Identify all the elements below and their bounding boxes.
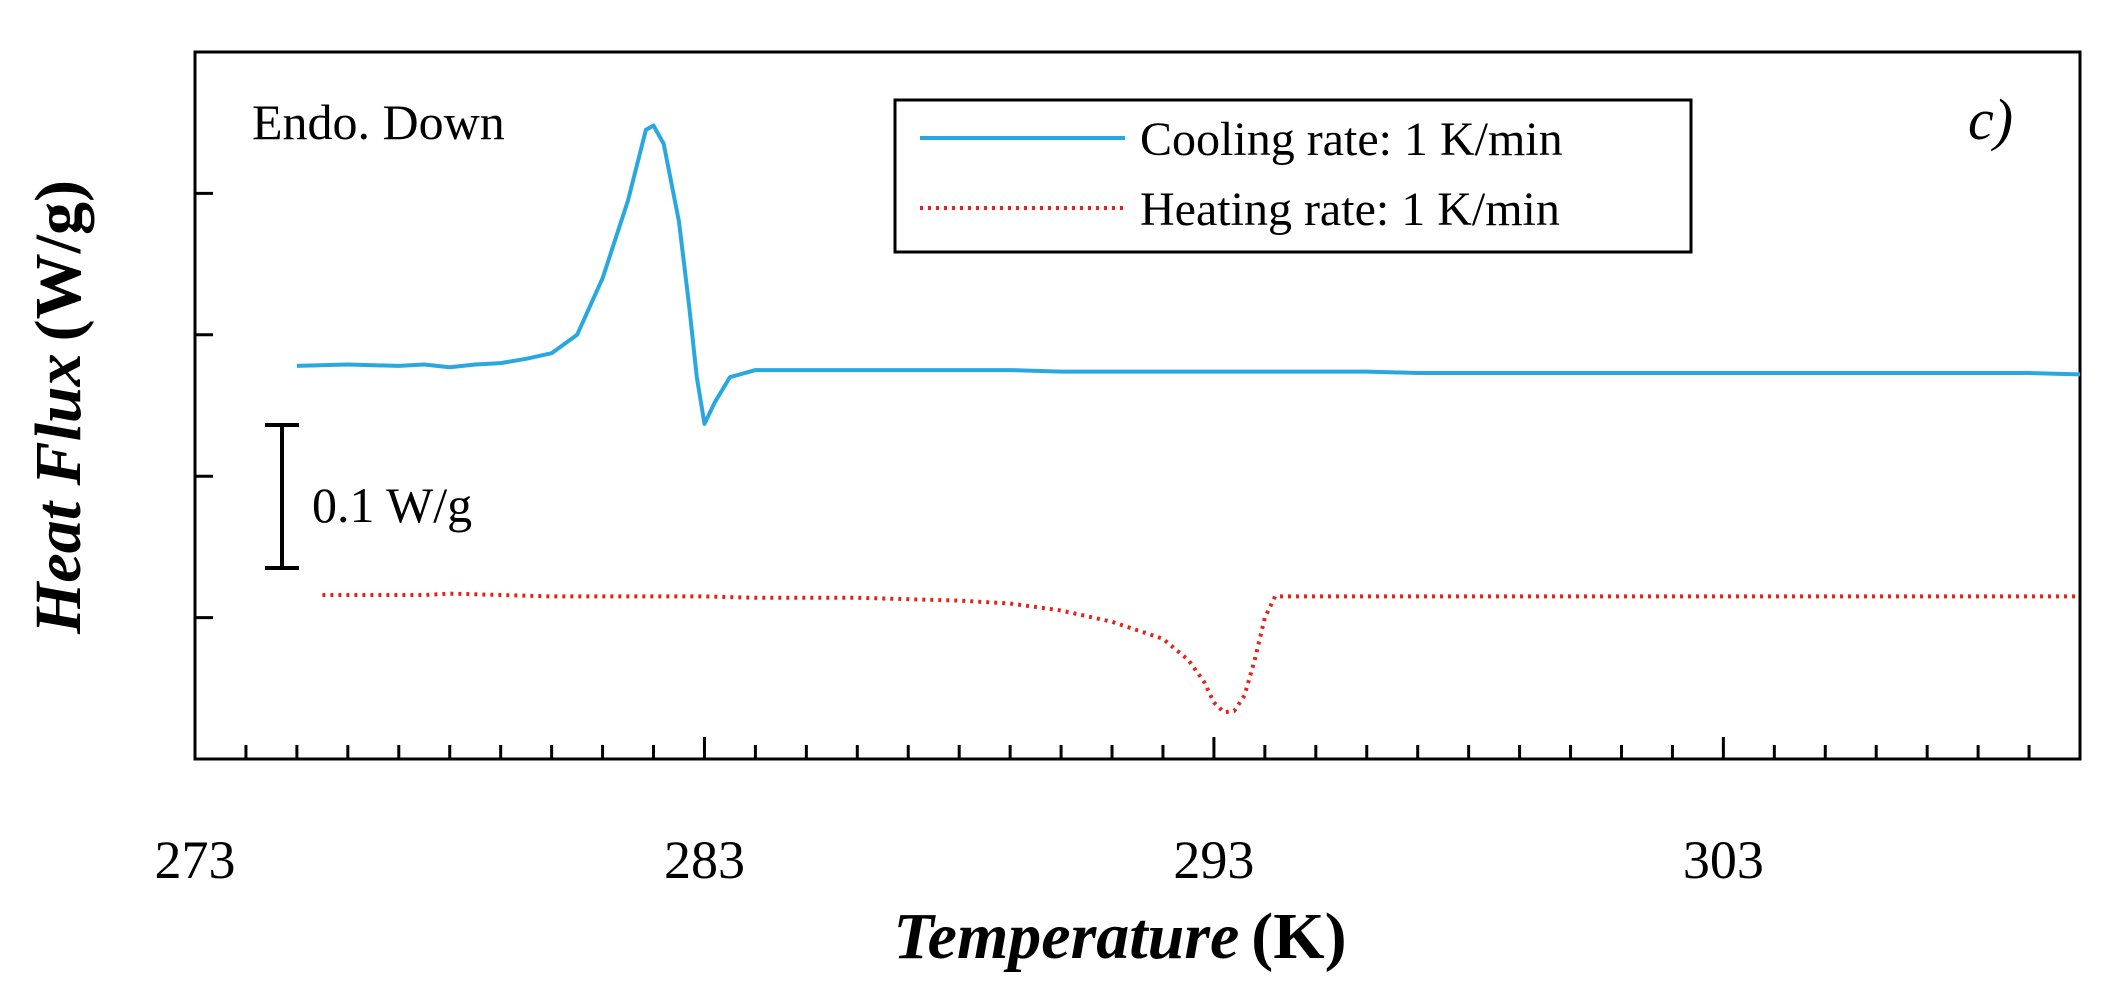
x-tick-label-273: 273	[155, 830, 236, 890]
endo-annotation: Endo. Down	[252, 94, 505, 150]
legend-box	[893, 98, 1693, 254]
x-axis-title-unit: (K)	[1251, 900, 1346, 973]
series-layer	[296, 123, 2081, 715]
y-axis-title-main: Heat Flux	[22, 353, 95, 635]
scale-bar: 0.1 W/g	[265, 423, 472, 570]
legend: Cooling rate: 1 K/min Heating rate: 1 K/…	[893, 98, 1693, 254]
plot-frame	[193, 50, 2082, 761]
x-tick-label-283: 283	[664, 830, 745, 890]
x-tick-label-293: 293	[1173, 830, 1254, 890]
legend-label-heating: Heating rate: 1 K/min	[1140, 183, 1560, 236]
x-axis-title-main: Temperature	[893, 900, 1239, 973]
legend-label-cooling: Cooling rate: 1 K/min	[1140, 113, 1563, 166]
scale-bar-label: 0.1 W/g	[312, 477, 472, 533]
x-tick-labels: 273 283 293 303	[155, 830, 1764, 890]
y-axis-title-unit: (W/g)	[22, 180, 95, 341]
panel-label: c)	[1968, 87, 2013, 152]
x-tick-label-303: 303	[1683, 830, 1764, 890]
series-cooling-line	[296, 123, 2081, 426]
axis-ticks	[195, 191, 2082, 759]
series-heating-line	[322, 591, 2080, 715]
y-axis-title: Heat Flux (W/g)	[22, 180, 95, 635]
x-axis-title: Temperature (K)	[893, 900, 1346, 973]
